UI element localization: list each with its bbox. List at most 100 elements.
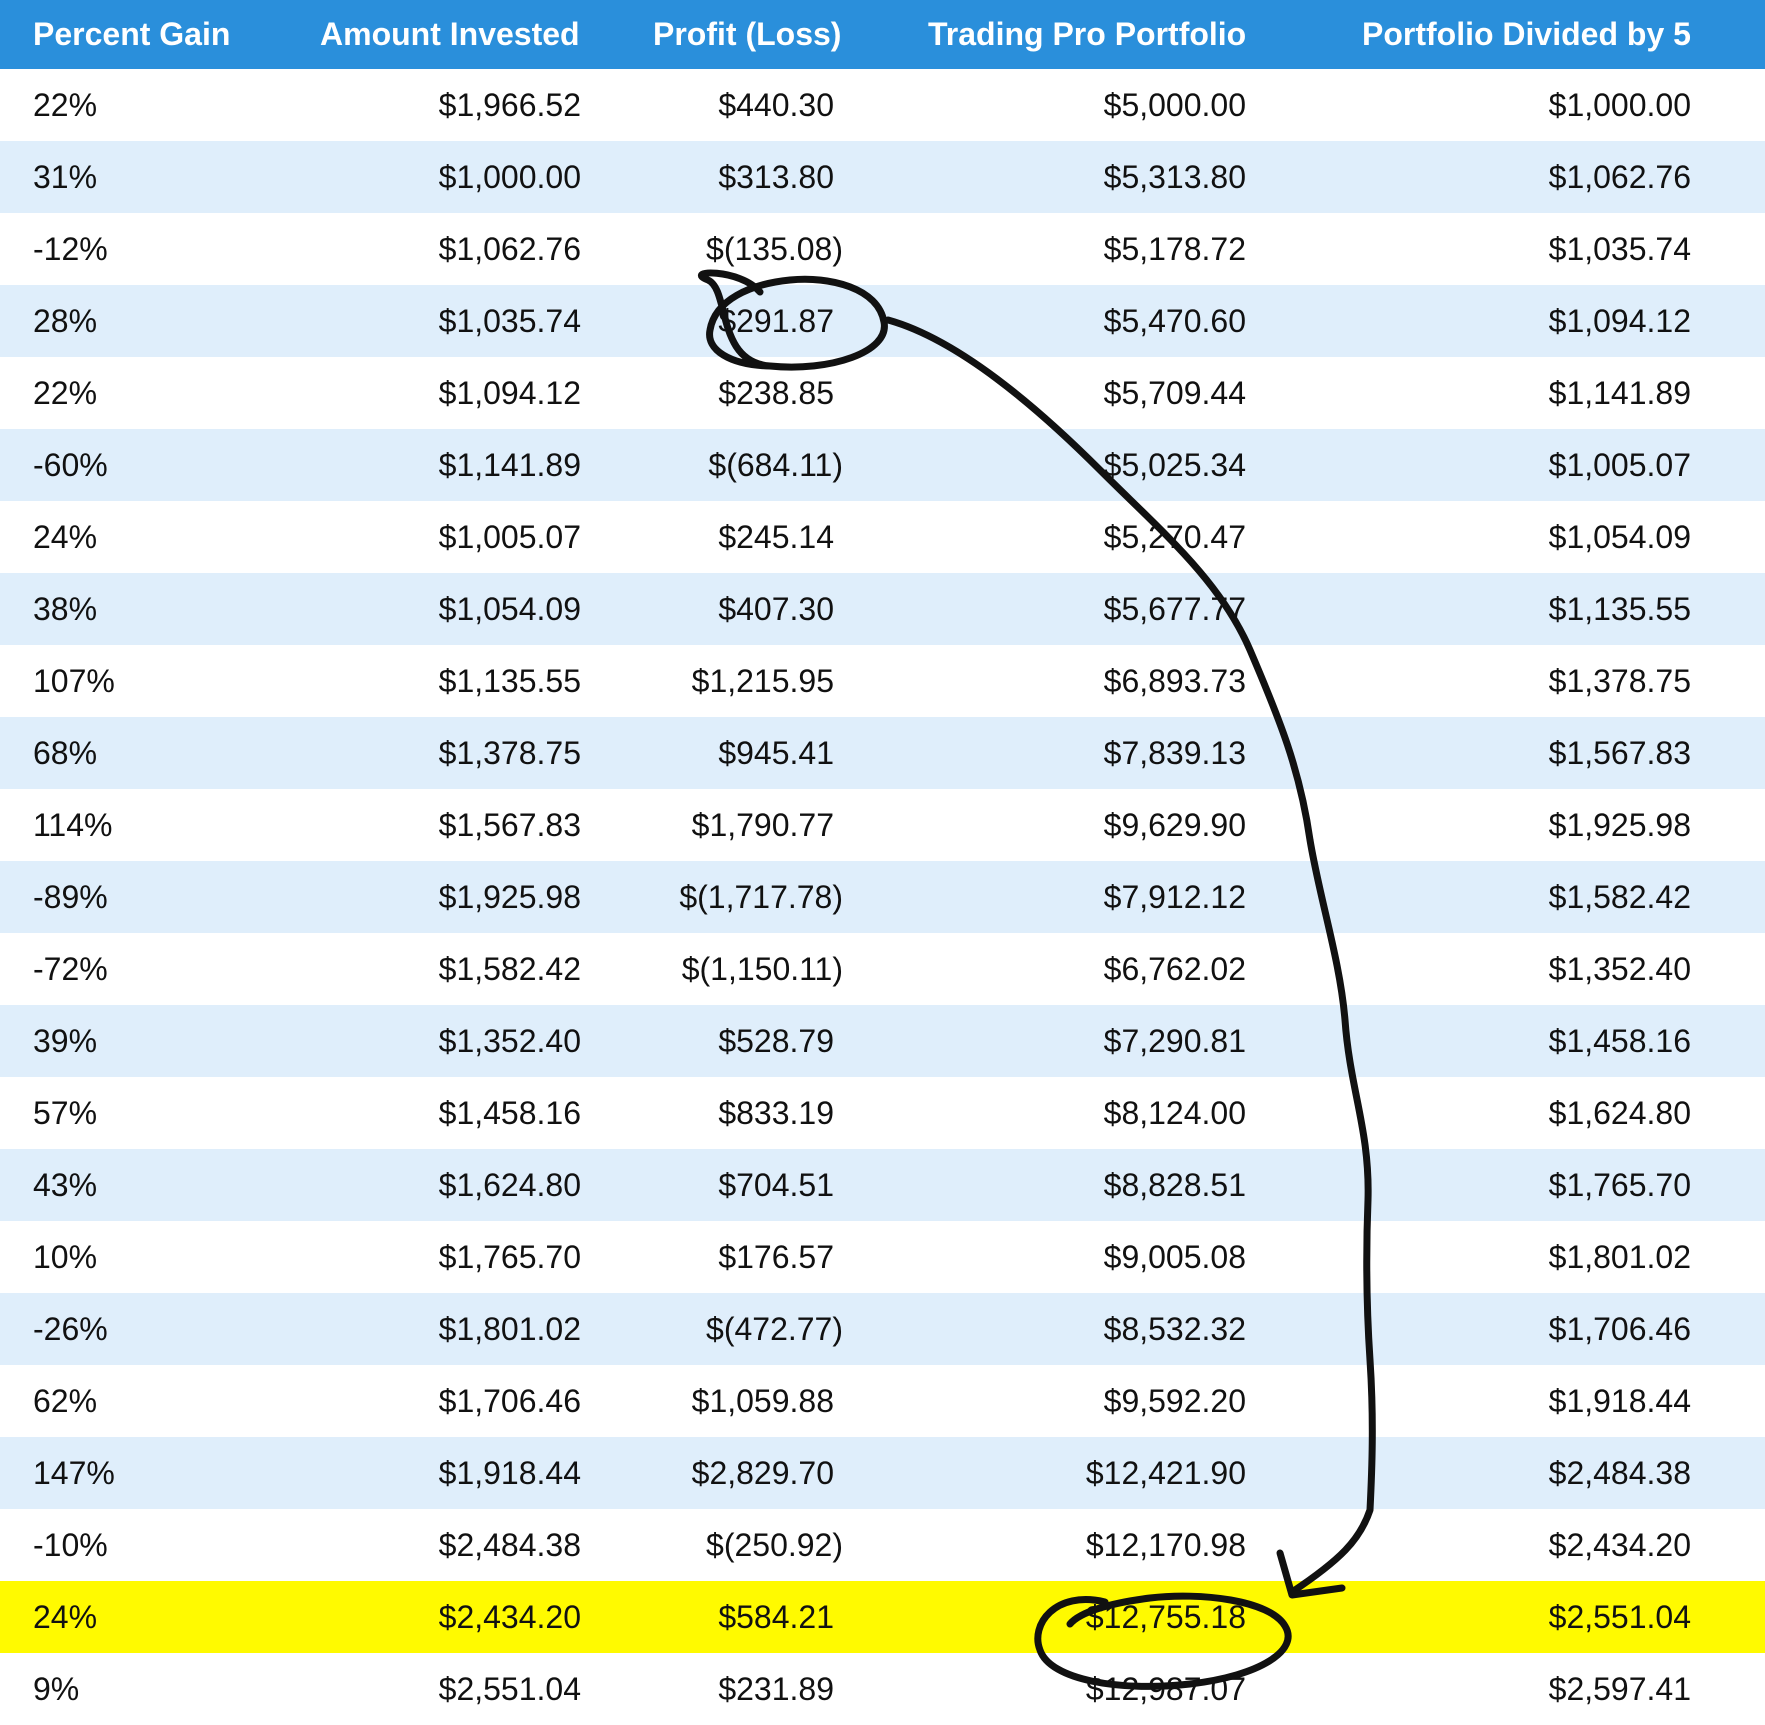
- portfolio-divided-cell: $1,582.42: [1548, 879, 1691, 915]
- percent-gain-cell: 39%: [33, 1023, 98, 1059]
- table-row: 43% $1,624.80 $704.51 $8,828.51 $1,765.70: [0, 1149, 1765, 1221]
- table-row: 107% $1,135.55 $1,215.95 $6,893.73 $1,378.75: [0, 645, 1765, 717]
- portfolio-value-cell: $5,178.72: [1103, 231, 1246, 267]
- table-row: 38% $1,054.09 $407.30 $5,677.77 $1,135.55: [0, 573, 1765, 645]
- portfolio-value-cell: $7,290.81: [1103, 1023, 1246, 1059]
- amount-invested-cell: $1,925.98: [438, 879, 581, 915]
- amount-invested-cell: $1,624.80: [438, 1167, 581, 1203]
- table-row: 9% $2,551.04 $231.89 $12,987.07 $2,597.41: [0, 1653, 1765, 1725]
- header-portfolio-divided-by-5: Portfolio Divided by 5: [1362, 16, 1691, 52]
- amount-invested-cell: $1,141.89: [438, 447, 581, 483]
- table-row: -72% $1,582.42 $(1,150.11) $6,762.02 $1,352.…: [0, 933, 1765, 1005]
- amount-invested-cell: $1,352.40: [438, 1023, 581, 1059]
- profit-loss-cell: $1,059.88: [691, 1383, 834, 1419]
- percent-gain-cell: 68%: [33, 735, 98, 771]
- profit-loss-cell: $704.51: [718, 1167, 834, 1203]
- table-row: -12% $1,062.76 $(135.08) $5,178.72 $1,035.74: [0, 213, 1765, 285]
- header-percent-gain: Percent Gain: [33, 16, 231, 52]
- profit-loss-cell: $176.57: [718, 1239, 834, 1275]
- portfolio-value-cell: $7,912.12: [1103, 879, 1246, 915]
- percent-gain-cell: 38%: [33, 591, 98, 627]
- portfolio-divided-cell: $1,141.89: [1548, 375, 1691, 411]
- portfolio-divided-cell: $1,567.83: [1548, 735, 1691, 771]
- portfolio-divided-cell: $1,706.46: [1548, 1311, 1691, 1347]
- percent-gain-cell: 24%: [33, 1599, 98, 1635]
- header-profit-loss: Profit (Loss): [653, 16, 842, 52]
- amount-invested-cell: $1,094.12: [438, 375, 581, 411]
- percent-gain-cell: 28%: [33, 303, 98, 339]
- table-row: 24% $1,005.07 $245.14 $5,270.47 $1,054.09: [0, 501, 1765, 573]
- portfolio-value-cell: $12,421.90: [1085, 1455, 1246, 1491]
- table-row: 31% $1,000.00 $313.80 $5,313.80 $1,062.76: [0, 141, 1765, 213]
- percent-gain-cell: 114%: [33, 807, 113, 843]
- percent-gain-cell: 62%: [33, 1383, 98, 1419]
- portfolio-divided-cell: $2,434.20: [1548, 1527, 1691, 1563]
- amount-invested-cell: $2,551.04: [438, 1671, 581, 1707]
- table-row: -26% $1,801.02 $(472.77) $8,532.32 $1,706.46: [0, 1293, 1765, 1365]
- table-row-highlighted: 24% $2,434.20 $584.21 $12,755.18 $2,551.04: [0, 1581, 1765, 1653]
- portfolio-value-cell: $9,629.90: [1103, 807, 1246, 843]
- table-row: -89% $1,925.98 $(1,717.78) $7,912.12 $1,582.…: [0, 861, 1765, 933]
- portfolio-divided-cell: $2,484.38: [1548, 1455, 1691, 1491]
- portfolio-value-cell: $12,170.98: [1085, 1527, 1246, 1563]
- table-row: 22% $1,094.12 $238.85 $5,709.44 $1,141.89: [0, 357, 1765, 429]
- amount-invested-cell: $1,706.46: [438, 1383, 581, 1419]
- profit-loss-cell: $833.19: [718, 1095, 834, 1131]
- amount-invested-cell: $1,458.16: [438, 1095, 581, 1131]
- portfolio-divided-cell: $1,054.09: [1548, 519, 1691, 555]
- percent-gain-cell: 57%: [33, 1095, 98, 1131]
- portfolio-divided-cell: $1,624.80: [1548, 1095, 1691, 1131]
- amount-invested-cell: $1,582.42: [438, 951, 581, 987]
- portfolio-value-cell: $5,677.77: [1103, 591, 1246, 627]
- profit-loss-cell: $584.21: [718, 1599, 834, 1635]
- percent-gain-cell: 22%: [33, 375, 98, 411]
- percent-gain-cell: 107%: [33, 663, 115, 699]
- header-amount-invested: Amount Invested: [320, 16, 580, 52]
- table-row: 68% $1,378.75 $945.41 $7,839.13 $1,567.83: [0, 717, 1765, 789]
- amount-invested-cell: $1,000.00: [438, 159, 581, 195]
- amount-invested-cell: $2,434.20: [438, 1599, 581, 1635]
- percent-gain-cell: -26%: [33, 1311, 108, 1347]
- percent-gain-cell: -89%: [33, 879, 108, 915]
- profit-loss-cell: $1,790.77: [691, 807, 834, 843]
- portfolio-divided-cell: $1,378.75: [1548, 663, 1691, 699]
- portfolio-divided-cell: $1,062.76: [1548, 159, 1691, 195]
- table-row: 39% $1,352.40 $528.79 $7,290.81 $1,458.16: [0, 1005, 1765, 1077]
- portfolio-divided-cell: $1,352.40: [1548, 951, 1691, 987]
- percent-gain-cell: 31%: [33, 159, 98, 195]
- portfolio-value-cell: $5,025.34: [1103, 447, 1246, 483]
- percent-gain-cell: 10%: [33, 1239, 98, 1275]
- portfolio-value-cell: $8,124.00: [1103, 1095, 1246, 1131]
- portfolio-value-cell: $6,762.02: [1103, 951, 1246, 987]
- profit-loss-cell: $2,829.70: [691, 1455, 834, 1491]
- table-row: 10% $1,765.70 $176.57 $9,005.08 $1,801.02: [0, 1221, 1765, 1293]
- portfolio-value-cell: $8,532.32: [1103, 1311, 1246, 1347]
- amount-invested-cell: $1,035.74: [438, 303, 581, 339]
- amount-invested-cell: $1,062.76: [438, 231, 581, 267]
- portfolio-value-cell: $5,709.44: [1103, 375, 1246, 411]
- portfolio-value-cell: $5,000.00: [1103, 87, 1246, 123]
- portfolio-divided-cell: $1,458.16: [1548, 1023, 1691, 1059]
- profit-loss-cell: $245.14: [718, 519, 834, 555]
- percent-gain-cell: -12%: [33, 231, 108, 267]
- amount-invested-cell: $1,765.70: [438, 1239, 581, 1275]
- portfolio-divided-cell: $1,000.00: [1548, 87, 1691, 123]
- portfolio-divided-cell: $1,801.02: [1548, 1239, 1691, 1275]
- portfolio-divided-cell: $1,035.74: [1548, 231, 1691, 267]
- table-row: 147% $1,918.44 $2,829.70 $12,421.90 $2,484.3…: [0, 1437, 1765, 1509]
- profit-loss-cell: $(1,717.78): [679, 879, 843, 915]
- profit-loss-cell: $528.79: [718, 1023, 834, 1059]
- profit-loss-cell: $(1,150.11): [681, 951, 843, 987]
- header-trading-pro-portfolio: Trading Pro Portfolio: [928, 16, 1247, 52]
- table-row: -60% $1,141.89 $(684.11) $5,025.34 $1,005.07: [0, 429, 1765, 501]
- portfolio-value-cell: $5,470.60: [1103, 303, 1246, 339]
- portfolio-divided-cell: $2,597.41: [1548, 1671, 1691, 1707]
- profit-loss-cell: $291.87: [718, 303, 834, 339]
- percent-gain-cell: -60%: [33, 447, 108, 483]
- portfolio-divided-cell: $1,005.07: [1548, 447, 1691, 483]
- profit-loss-cell: $(684.11): [708, 447, 843, 483]
- table-row: 57% $1,458.16 $833.19 $8,124.00 $1,624.80: [0, 1077, 1765, 1149]
- profit-loss-cell: $238.85: [718, 375, 834, 411]
- amount-invested-cell: $1,005.07: [438, 519, 581, 555]
- percent-gain-cell: -10%: [33, 1527, 108, 1563]
